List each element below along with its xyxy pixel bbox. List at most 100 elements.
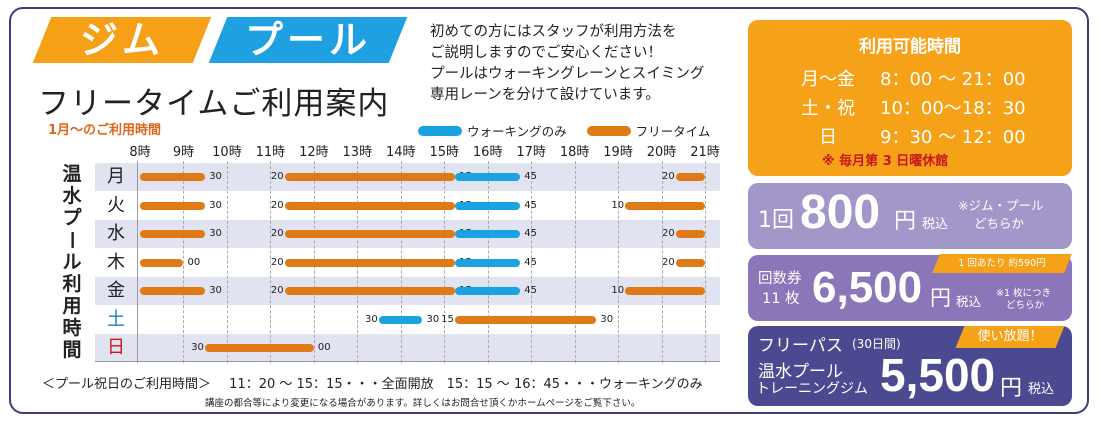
day-label: 金: [107, 280, 125, 301]
holiday-label: ＜プール祝日のご利用時間＞: [42, 377, 212, 392]
disclaimer: 講座の都合等により変更になる場合があります。詳しくはお問合せ頂くかホームページを…: [205, 398, 641, 409]
tab-gym[interactable]: ジム: [32, 17, 212, 63]
intro-line: プールはウォーキングレーンとスイミング: [430, 66, 705, 82]
bar-end-minutes: 45: [524, 285, 538, 296]
hour-label: 17時: [516, 145, 546, 160]
coupon-yen: 円: [930, 286, 951, 310]
bar-start-minutes: 20: [270, 285, 284, 296]
hours-row-sunday: 日 9：30 ～ 12：00: [788, 123, 1026, 149]
hour-gridline: [226, 161, 228, 363]
schedule-bar-free: [676, 173, 705, 181]
day-label: 日: [107, 337, 125, 358]
hour-label: 20時: [646, 145, 677, 160]
hours-time: 9：30 ～ 12：00: [880, 127, 1026, 148]
schedule-bar-free: [455, 315, 597, 324]
available-hours-box: 利用可能時間 月～金 8：00 ～ 21：00 土・祝 10：00～18：30 日 9…: [748, 20, 1072, 176]
hour-gridline: [531, 161, 533, 363]
single-note: ※ジム・プール: [958, 198, 1044, 213]
single-tax: 税込: [922, 217, 949, 232]
bar-end-minutes: 45: [524, 171, 538, 182]
schedule-bar-walking: [455, 258, 521, 267]
bar-start-minutes: 15: [441, 313, 454, 325]
bar-end-minutes: 45: [524, 256, 538, 268]
vertical-label-char: 温: [62, 163, 82, 185]
coupon-ribbon: 1 回あたり 約590円: [932, 254, 1072, 273]
pass-price: 5,500: [880, 349, 996, 401]
hour-gridline: [661, 161, 663, 363]
vertical-label-char: 水: [62, 185, 82, 207]
hours-time: 8：00 ～ 21：00: [880, 69, 1026, 90]
schedule-bar-walking: [455, 173, 521, 181]
single-note: どちらか: [974, 216, 1025, 231]
hour-label: 14時: [385, 145, 416, 160]
schedule-bar-free: [676, 230, 705, 238]
bar-start-minutes: 20: [270, 199, 284, 211]
hour-label: 19時: [603, 145, 633, 160]
hour-label: 8時: [129, 145, 151, 160]
hours-row-saturday: 土・祝 10：00～18：30: [788, 94, 1026, 120]
page-title: フリータイムご利用案内: [38, 86, 390, 122]
single-price-box: 1回 800 円 税込 ※ジム・プール どちらか: [748, 183, 1072, 249]
legend-swatch-walking: [418, 125, 462, 136]
schedule-bar-free: [284, 230, 456, 238]
bar-start-minutes: 20: [662, 228, 675, 239]
bar-end-minutes: 45: [524, 228, 538, 239]
bar-start-minutes: 20: [662, 256, 675, 268]
pass-tax: 税込: [1028, 382, 1055, 397]
tab-pool[interactable]: プール: [208, 17, 408, 63]
hours-time: 10：00～18：30: [880, 98, 1026, 119]
hour-label: 16時: [472, 145, 503, 160]
single-prefix: 1回: [758, 208, 794, 233]
legend-item-walking: ウォーキングのみ: [418, 121, 567, 140]
schedule-bar-free: [625, 287, 705, 295]
schedule-bottom-border: [95, 360, 720, 362]
coupon-ribbon-text: 1 回あたり 約590円: [958, 258, 1046, 269]
intro-line: 専用レーンを分けて設けています。: [430, 87, 660, 103]
bar-start-minutes: 20: [270, 228, 284, 239]
vertical-label-char: ー: [60, 230, 83, 250]
hour-gridline: [270, 161, 272, 363]
hour-gridline: [705, 161, 706, 363]
hour-label: 21時: [690, 145, 720, 160]
hour-gridline: [574, 161, 576, 363]
bar-end-minutes: 30: [209, 285, 222, 296]
pass-label: 温水プール: [758, 362, 843, 382]
hour-gridline: [183, 161, 185, 363]
schedule-row: [95, 334, 720, 362]
holiday-hours: ＜プール祝日のご利用時間＞ 11：20 ～ 15：15・・・全面開放 15：15…: [42, 373, 703, 392]
pass-yen: 円: [1000, 376, 1023, 401]
hours-day: 月～金: [801, 69, 855, 90]
legend: ウォーキングのみ フリータイム: [418, 121, 730, 140]
hour-label: 9時: [172, 145, 195, 160]
hour-label: 10時: [212, 145, 242, 160]
bar-start-minutes: 20: [662, 171, 675, 182]
hours-note: 1月～のご利用時間: [48, 123, 162, 138]
legend-label-free: フリータイム: [635, 124, 711, 139]
hour-label: 12時: [299, 145, 329, 160]
vertical-label-char: 時: [62, 317, 82, 339]
bar-end-minutes: 30: [209, 171, 222, 182]
hour-label: 11時: [255, 145, 286, 160]
hour-label: 18時: [559, 145, 590, 160]
vertical-label-char: プ: [62, 207, 82, 229]
pass-ribbon-text: 使い放題！: [977, 329, 1043, 344]
closed-note: ※ 毎月第 3 日曜休館: [822, 154, 949, 169]
schedule-bar-free: [625, 201, 705, 210]
pass-period: (30日間): [852, 337, 901, 351]
single-price: 800: [800, 186, 881, 239]
schedule-bar-walking: [379, 315, 423, 324]
bar-end-minutes: 30: [209, 228, 222, 239]
vertical-label-char: ル: [62, 251, 82, 273]
poster-frame: [9, 7, 1089, 414]
schedule-bar-walking: [455, 287, 521, 295]
coupon-count: 11 枚: [762, 291, 800, 307]
hour-label: 13時: [342, 145, 373, 160]
single-yen: 円: [894, 209, 917, 234]
schedule-bar-free: [140, 258, 184, 267]
schedule-bar-free: [140, 287, 206, 295]
hour-label: 15時: [429, 145, 459, 160]
schedule-bar-free: [284, 173, 456, 181]
legend-swatch-free: [586, 125, 631, 136]
bar-start-minutes: 20: [270, 171, 284, 182]
vertical-label-char: 用: [62, 295, 82, 317]
